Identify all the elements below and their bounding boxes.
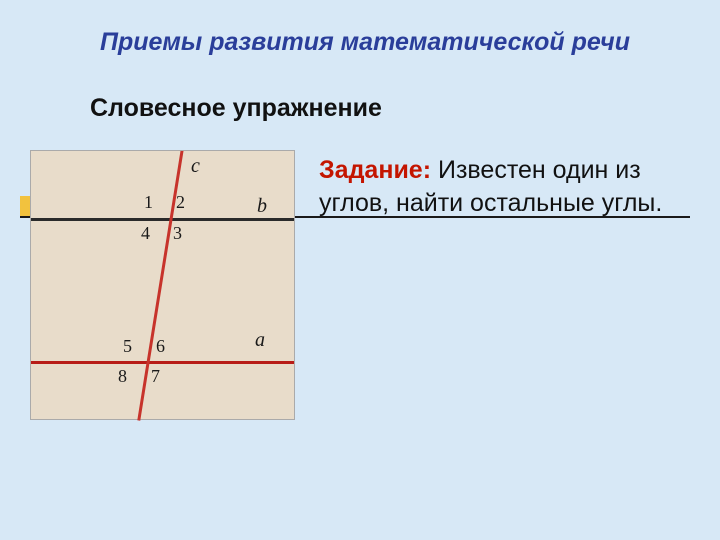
content-row: c b a 1 2 3 4 5 6 7 8 Задание: Известен … [30,150,690,420]
geometry-figure: c b a 1 2 3 4 5 6 7 8 [30,150,295,420]
angle-1: 1 [144,192,153,213]
line-c [31,151,296,421]
slide: Приемы развития математической речи Слов… [0,0,720,540]
page-title: Приемы развития математической речи [100,28,680,57]
task-text-block: Задание: Известен один из углов, найти о… [319,150,690,420]
label-b: b [257,195,267,218]
angle-8: 8 [118,366,127,387]
task-label: Задание: [319,156,431,184]
label-a: a [255,329,265,352]
angle-6: 6 [156,336,165,357]
angle-3: 3 [173,223,182,244]
label-c: c [191,155,200,178]
angle-7: 7 [151,366,160,387]
angle-4: 4 [141,223,150,244]
subtitle-text: Словесное упражнение [90,94,382,123]
angle-2: 2 [176,192,185,213]
angle-5: 5 [123,336,132,357]
